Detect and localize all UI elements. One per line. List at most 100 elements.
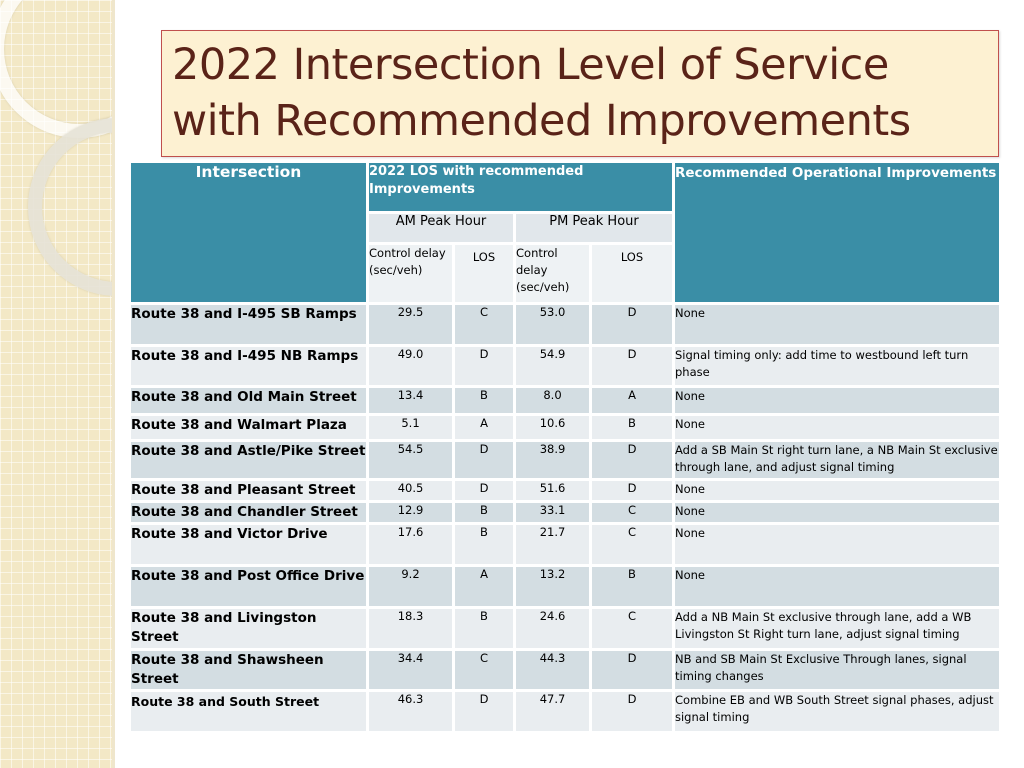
title-line-1: 2022 Intersection Level of Service <box>172 40 889 90</box>
am-delay: 49.0 <box>369 347 452 385</box>
slide-title-box: 2022 Intersection Level of Service with … <box>161 30 999 157</box>
pm-delay: 51.6 <box>516 481 589 500</box>
pm-los: C <box>592 609 672 648</box>
pm-los: A <box>592 388 672 413</box>
pm-delay: 44.3 <box>516 651 589 689</box>
intersection-name: Route 38 and I-495 SB Ramps <box>131 305 366 344</box>
intersection-name: Route 38 and Astle/Pike Street <box>131 442 366 478</box>
intersection-name: Route 38 and Walmart Plaza <box>131 416 366 439</box>
decorative-ring <box>0 0 112 138</box>
table-row: Route 38 and Chandler Street 12.9 B 33.1… <box>131 503 999 522</box>
table-row: Route 38 and Shawsheen Street 34.4 C 44.… <box>131 651 999 689</box>
am-los: A <box>455 416 513 439</box>
recommendation: None <box>675 416 999 439</box>
header-pm-los: LOS <box>592 245 672 302</box>
am-los: D <box>455 347 513 385</box>
pm-los: D <box>592 692 672 731</box>
am-delay: 5.1 <box>369 416 452 439</box>
am-los: D <box>455 692 513 731</box>
am-los: B <box>455 503 513 522</box>
pm-los: D <box>592 442 672 478</box>
intersection-name: Route 38 and Old Main Street <box>131 388 366 413</box>
table-row: Route 38 and South Street 46.3 D 47.7 D … <box>131 692 999 731</box>
slide-title: 2022 Intersection Level of Service with … <box>172 37 990 149</box>
pm-delay: 24.6 <box>516 609 589 648</box>
decorative-left-strip <box>0 0 112 768</box>
header-am-peak: AM Peak Hour <box>369 214 513 242</box>
header-pm-delay: Control delay (sec/veh) <box>516 245 589 302</box>
pm-delay: 8.0 <box>516 388 589 413</box>
pm-delay: 13.2 <box>516 567 589 606</box>
table-row: Route 38 and I-495 SB Ramps 29.5 C 53.0 … <box>131 305 999 344</box>
recommendation: None <box>675 503 999 522</box>
recommendation: None <box>675 305 999 344</box>
intersection-name: Route 38 and Post Office Drive <box>131 567 366 606</box>
recommendation: Add a NB Main St exclusive through lane,… <box>675 609 999 648</box>
am-delay: 54.5 <box>369 442 452 478</box>
header-pm-peak: PM Peak Hour <box>516 214 672 242</box>
recommendation: None <box>675 525 999 564</box>
am-delay: 18.3 <box>369 609 452 648</box>
pm-delay: 47.7 <box>516 692 589 731</box>
table-row: Route 38 and Livingston Street 18.3 B 24… <box>131 609 999 648</box>
table-row: Route 38 and I-495 NB Ramps 49.0 D 54.9 … <box>131 347 999 385</box>
am-los: B <box>455 525 513 564</box>
pm-los: D <box>592 651 672 689</box>
pm-delay: 21.7 <box>516 525 589 564</box>
intersection-name: Route 38 and I-495 NB Ramps <box>131 347 366 385</box>
pm-los: D <box>592 347 672 385</box>
header-am-los: LOS <box>455 245 513 302</box>
pm-los: D <box>592 481 672 500</box>
pm-delay: 38.9 <box>516 442 589 478</box>
intersection-name: Route 38 and Shawsheen Street <box>131 651 366 689</box>
pm-los: C <box>592 503 672 522</box>
am-los: B <box>455 388 513 413</box>
am-delay: 29.5 <box>369 305 452 344</box>
intersection-name: Route 38 and Chandler Street <box>131 503 366 522</box>
table-row: Route 38 and Pleasant Street 40.5 D 51.6… <box>131 481 999 500</box>
intersection-name: Route 38 and South Street <box>131 692 366 731</box>
recommendation: None <box>675 567 999 606</box>
intersection-name: Route 38 and Pleasant Street <box>131 481 366 500</box>
pm-los: B <box>592 416 672 439</box>
am-delay: 12.9 <box>369 503 452 522</box>
table-row: Route 38 and Walmart Plaza 5.1 A 10.6 B … <box>131 416 999 439</box>
header-am-delay: Control delay (sec/veh) <box>369 245 452 302</box>
am-delay: 34.4 <box>369 651 452 689</box>
am-los: C <box>455 305 513 344</box>
header-intersection: Intersection <box>131 163 366 302</box>
recommendation: None <box>675 388 999 413</box>
am-los: C <box>455 651 513 689</box>
am-delay: 13.4 <box>369 388 452 413</box>
intersection-name: Route 38 and Livingston Street <box>131 609 366 648</box>
am-los: D <box>455 481 513 500</box>
pm-los: C <box>592 525 672 564</box>
intersection-name: Route 38 and Victor Drive <box>131 525 366 564</box>
table-row: Route 38 and Post Office Drive 9.2 A 13.… <box>131 567 999 606</box>
header-los-group: 2022 LOS with recommended Improvements <box>369 163 672 211</box>
recommendation: None <box>675 481 999 500</box>
am-delay: 40.5 <box>369 481 452 500</box>
header-recommended: Recommended Operational Improvements <box>675 163 999 302</box>
recommendation: Add a SB Main St right turn lane, a NB M… <box>675 442 999 478</box>
pm-delay: 33.1 <box>516 503 589 522</box>
pm-los: B <box>592 567 672 606</box>
recommendation: Signal timing only: add time to westboun… <box>675 347 999 385</box>
pm-delay: 54.9 <box>516 347 589 385</box>
am-los: D <box>455 442 513 478</box>
decorative-ring <box>28 118 112 296</box>
title-line-2: with Recommended Improvements <box>172 96 911 146</box>
los-table: Intersection 2022 LOS with recommended I… <box>128 160 1002 734</box>
table-row: Route 38 and Astle/Pike Street 54.5 D 38… <box>131 442 999 478</box>
recommendation: NB and SB Main St Exclusive Through lane… <box>675 651 999 689</box>
recommendation: Combine EB and WB South Street signal ph… <box>675 692 999 731</box>
pm-delay: 10.6 <box>516 416 589 439</box>
am-los: B <box>455 609 513 648</box>
pm-delay: 53.0 <box>516 305 589 344</box>
decorative-divider <box>112 0 115 768</box>
table-row: Route 38 and Victor Drive 17.6 B 21.7 C … <box>131 525 999 564</box>
am-delay: 46.3 <box>369 692 452 731</box>
am-delay: 9.2 <box>369 567 452 606</box>
pm-los: D <box>592 305 672 344</box>
am-delay: 17.6 <box>369 525 452 564</box>
